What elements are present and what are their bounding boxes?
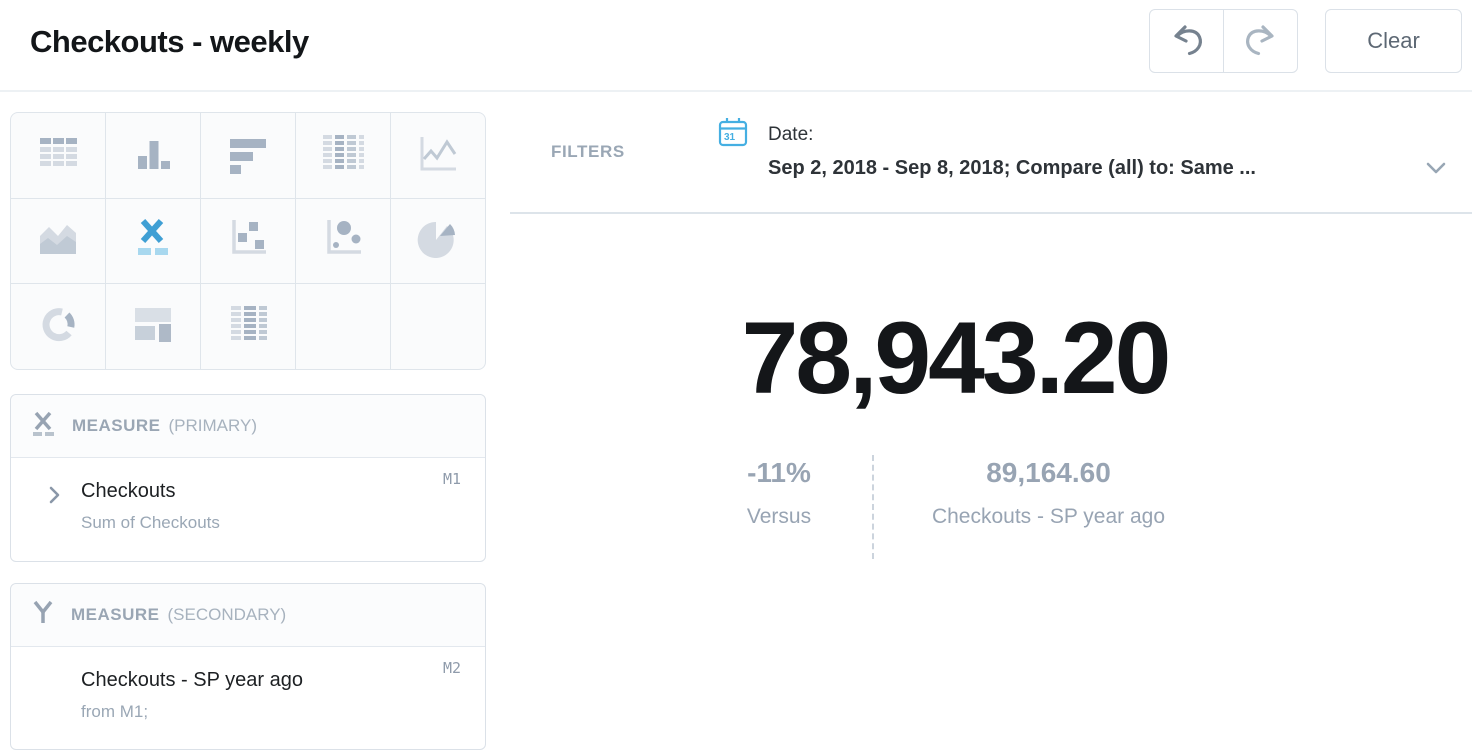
measure-primary-tag: M1 — [442, 470, 461, 488]
chart-type-empty-2 — [391, 284, 485, 369]
measure-primary-panel: MEASURE (PRIMARY) Checkouts Sum of Check… — [10, 394, 486, 562]
expand-chevron-icon[interactable] — [49, 485, 61, 510]
kpi-comparison-value: 89,164.60 — [986, 457, 1111, 488]
chart-type-picker — [10, 112, 486, 370]
pie-chart-icon — [414, 214, 462, 267]
bubble-chart-icon — [319, 214, 367, 267]
date-filter-text: Date: Sep 2, 2018 - Sep 8, 2018; Compare… — [768, 122, 1468, 183]
comparison-divider — [871, 455, 874, 559]
pivot-table-icon — [319, 129, 367, 182]
undo-arrow-icon — [1165, 18, 1209, 65]
kpi-delta-block: -11% Versus — [687, 455, 872, 559]
area-chart-icon — [34, 214, 82, 267]
chart-type-table[interactable] — [11, 113, 105, 198]
svg-text:31: 31 — [724, 132, 736, 143]
y-axis-icon — [31, 599, 55, 631]
date-filter-field-label: Date: — [768, 124, 814, 145]
chart-type-kpi[interactable] — [106, 198, 200, 284]
undo-button[interactable] — [1149, 9, 1224, 73]
chart-type-dashboard-layout[interactable] — [106, 284, 200, 369]
measure-primary-item[interactable]: Checkouts Sum of Checkouts M1 — [11, 458, 485, 561]
chart-type-horizontal-bar-chart[interactable] — [201, 113, 295, 198]
donut-chart-icon — [34, 300, 82, 353]
chevron-down-icon[interactable] — [1425, 161, 1447, 181]
dashboard-layout-icon — [129, 300, 177, 353]
measure-primary-qualifier: (PRIMARY) — [168, 416, 257, 435]
chart-type-pivot-table[interactable] — [296, 113, 390, 198]
kpi-value: 78,943.20 — [741, 301, 1172, 415]
date-filter-value: Sep 2, 2018 - Sep 8, 2018; Compare (all)… — [768, 157, 1256, 179]
horizontal-bar-chart-icon — [224, 129, 272, 182]
chart-type-area-chart[interactable] — [11, 198, 105, 284]
measure-secondary-detail: from M1; — [81, 702, 149, 721]
redo-arrow-icon — [1239, 18, 1283, 65]
chart-type-scatter-plot[interactable] — [201, 198, 295, 284]
chart-type-heat-table[interactable] — [201, 284, 295, 369]
measure-primary-detail: Sum of Checkouts — [81, 513, 220, 532]
chart-type-bar-chart[interactable] — [106, 113, 200, 198]
calendar-icon: 31 — [716, 115, 750, 154]
measure-secondary-name: Checkouts - SP year ago — [81, 669, 303, 691]
x-axis-kpi-icon — [31, 410, 56, 442]
bar-chart-icon — [129, 129, 177, 182]
chart-type-bubble-chart[interactable] — [296, 198, 390, 284]
kpi-delta: -11% — [747, 457, 811, 488]
measure-primary-name: Checkouts — [81, 480, 176, 502]
chart-type-empty-1 — [296, 284, 390, 369]
measure-secondary-title: MEASURE — [71, 605, 160, 624]
measure-secondary-header: MEASURE (SECONDARY) — [11, 584, 485, 647]
kpi-comparison: -11% Versus 89,164.60 Checkouts - SP yea… — [480, 455, 1430, 559]
app-header: Checkouts - weekly Clear — [0, 0, 1472, 92]
kpi-versus-label: Versus — [746, 505, 812, 528]
kpi-comparison-label: Checkouts - SP year ago — [931, 505, 1166, 528]
redo-button[interactable] — [1223, 9, 1298, 73]
page-title: Checkouts - weekly — [30, 24, 309, 59]
kpi-icon — [129, 214, 177, 267]
heat-table-icon — [224, 300, 272, 353]
chart-type-donut-chart[interactable] — [11, 284, 105, 369]
undo-redo-group — [1149, 9, 1298, 73]
measure-secondary-item[interactable]: Checkouts - SP year ago from M1; M2 — [11, 647, 485, 750]
measure-primary-title: MEASURE — [72, 416, 161, 435]
scatter-plot-icon — [224, 214, 272, 267]
measure-secondary-panel: MEASURE (SECONDARY) Checkouts - SP year … — [10, 583, 486, 750]
kpi-comparison-block: 89,164.60 Checkouts - SP year ago — [874, 455, 1224, 559]
chart-type-pie-chart[interactable] — [391, 198, 485, 284]
clear-button[interactable]: Clear — [1325, 9, 1462, 73]
measure-secondary-qualifier: (SECONDARY) — [167, 605, 287, 624]
filters-divider — [510, 212, 1472, 214]
filters-label: FILTERS — [551, 142, 625, 161]
table-icon — [34, 129, 82, 182]
chart-type-line-chart[interactable] — [391, 113, 485, 198]
line-chart-icon — [414, 129, 462, 182]
measure-secondary-tag: M2 — [442, 659, 461, 677]
measure-primary-header: MEASURE (PRIMARY) — [11, 395, 485, 458]
